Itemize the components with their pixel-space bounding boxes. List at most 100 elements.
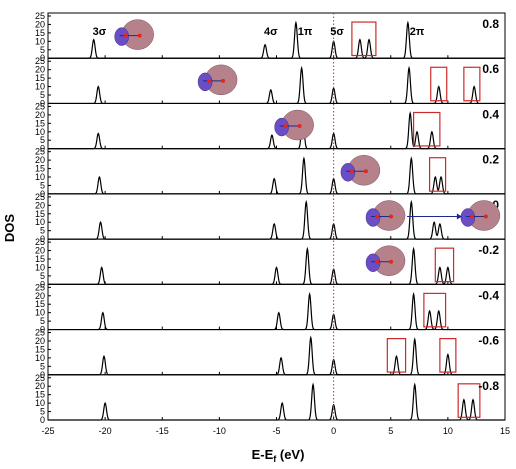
dos-curve <box>48 156 505 195</box>
highlight-box <box>428 157 447 192</box>
orbital-picture <box>274 109 314 141</box>
y-tick-label: 20 <box>35 381 45 391</box>
orbital-picture <box>460 200 501 231</box>
y-tick-label: 5 <box>40 316 45 326</box>
orbital-labels-layer: 3σ 4σ 1π 5σ 2π <box>93 26 425 38</box>
x-axis-label-main: E-E <box>252 447 274 462</box>
panel-value-label: 0.6 <box>482 62 499 76</box>
y-tick-label: 10 <box>35 127 45 137</box>
y-tick-label: 10 <box>35 217 45 227</box>
dos-curve <box>48 335 505 376</box>
atom <box>349 169 354 174</box>
orbital-picture <box>365 245 406 276</box>
orbital-lobe-inner <box>197 72 213 92</box>
y-tick-label: 0 <box>40 415 45 425</box>
atom <box>123 33 128 38</box>
y-tick-label: 5 <box>40 45 45 55</box>
orbital-label: 5σ <box>330 26 344 38</box>
y-tick-label: 10 <box>35 172 45 182</box>
highlight-box <box>430 66 448 102</box>
atom <box>375 259 380 264</box>
atom <box>297 124 302 129</box>
orbital-arrow-head <box>456 213 462 220</box>
y-tick-label: 25 <box>35 11 45 21</box>
y-tick-label: 25 <box>35 147 45 157</box>
dos-curve <box>48 246 505 285</box>
orbital-label: 3σ <box>93 26 107 38</box>
y-axis-label: DOS <box>2 214 17 243</box>
y-tick-label: 25 <box>35 328 45 338</box>
y-tick-label: 25 <box>35 101 45 111</box>
y-tick-label: 15 <box>35 118 45 128</box>
dos-curve <box>48 291 505 331</box>
orbital-label: 2π <box>410 26 425 38</box>
y-tick-label: 10 <box>35 398 45 408</box>
y-tick-label: 20 <box>35 155 45 165</box>
x-tick-label: -25 <box>41 426 54 436</box>
y-tick-label: 25 <box>35 282 45 292</box>
x-tick-label: -20 <box>99 426 112 436</box>
y-tick-label: 25 <box>35 237 45 247</box>
x-axis: -25 -20 -15 -10 -5 0 5 10 15 <box>41 426 510 436</box>
atom <box>483 214 488 219</box>
y-tick-label: 15 <box>35 299 45 309</box>
y-tick-label: 0 <box>40 189 45 199</box>
y-tick-label: 0 <box>40 279 45 289</box>
y-tick-label: 15 <box>35 164 45 174</box>
orbital-picture <box>114 19 154 50</box>
orbital-label: 1π <box>298 26 313 38</box>
y-tick-label: 15 <box>35 28 45 38</box>
orbital-lobe-inner <box>114 27 129 46</box>
atom <box>375 214 380 219</box>
dos-curve <box>48 199 505 240</box>
y-tick-label: 15 <box>35 209 45 219</box>
y-tick-label: 10 <box>35 308 45 318</box>
x-axis-label-unit: (eV) <box>276 447 304 462</box>
dos-curve <box>48 382 505 421</box>
highlight-box <box>439 338 457 373</box>
atom <box>283 124 288 129</box>
highlight-box <box>457 383 481 418</box>
y-tick-label: 20 <box>35 110 45 120</box>
y-tick-label: 15 <box>35 254 45 264</box>
y-tick-label: 10 <box>35 36 45 46</box>
y-tick-label: 0 <box>40 234 45 244</box>
x-axis-label-subscript: f <box>273 454 277 464</box>
orbital-picture <box>197 64 238 96</box>
atom <box>389 214 394 219</box>
y-tick-label: 5 <box>40 90 45 100</box>
dos-curve <box>48 65 505 105</box>
x-tick-label: 15 <box>500 426 510 436</box>
y-tick-label: 25 <box>35 373 45 383</box>
highlight-box <box>413 111 441 147</box>
panel-value-label: -0.4 <box>478 288 499 302</box>
atom <box>363 169 368 174</box>
y-tick-label: 20 <box>35 291 45 301</box>
y-tick-label: 0 <box>40 98 45 108</box>
orbital-label: 4σ <box>264 26 278 38</box>
panel-value-label: 0.8 <box>482 17 499 31</box>
x-tick-label: -5 <box>272 426 280 436</box>
y-tick-label: 20 <box>35 336 45 346</box>
panel-frame <box>47 329 506 376</box>
highlight-box <box>434 247 455 283</box>
x-tick-label: 10 <box>443 426 453 436</box>
y-tick-label: 0 <box>40 325 45 335</box>
y-tick-label: 5 <box>40 361 45 371</box>
x-tick-label: 0 <box>331 426 336 436</box>
atom <box>389 259 394 264</box>
x-tick-label: -15 <box>156 426 169 436</box>
atom <box>137 33 142 38</box>
orbital-lobe-inner <box>340 163 356 182</box>
y-tick-label: 15 <box>35 390 45 400</box>
highlight-box <box>351 21 377 57</box>
panel-value-label: 0.2 <box>482 153 499 167</box>
panel-value-label: 0.4 <box>482 107 499 121</box>
x-axis-label: E-Ef (eV) <box>252 447 305 464</box>
highlight-box <box>463 66 481 102</box>
